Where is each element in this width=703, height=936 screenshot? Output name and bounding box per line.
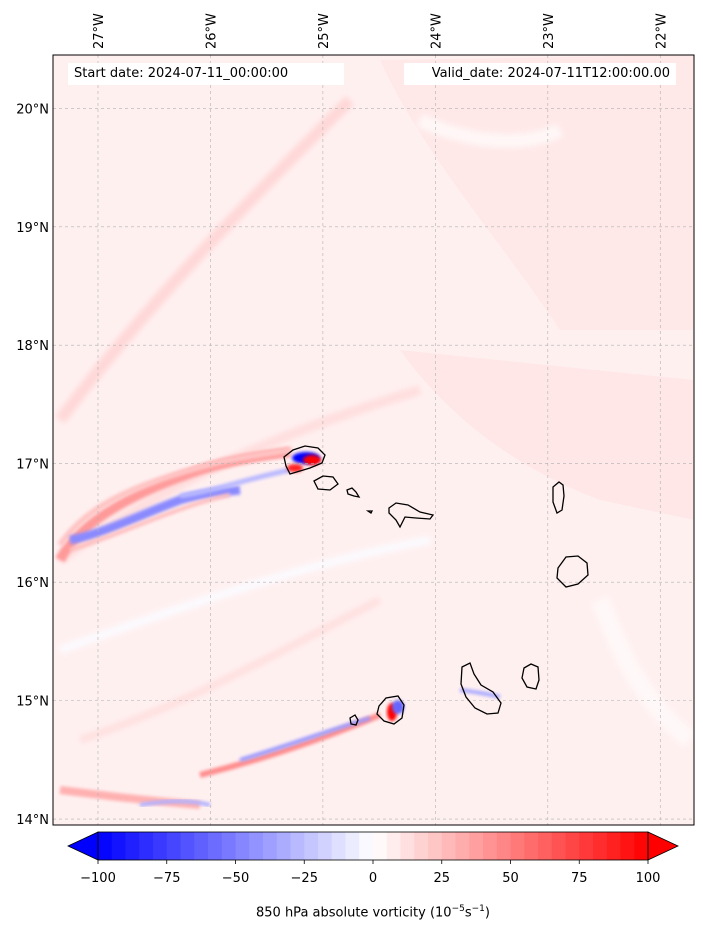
island-maio [521,663,540,690]
map-frame [52,54,695,826]
start-date-label: Start date: 2024-07-11_00:00:00 [68,63,344,85]
colorbar-bin [221,832,236,860]
lat-tick-label: 16°N [16,576,49,591]
colorbar-bin [125,832,140,860]
colorbar-bin [373,832,388,860]
colorbar-bin [400,832,415,860]
colorbar-bin [235,832,250,860]
colorbar-tick-label: −50 [222,871,249,886]
colorbar-bin [579,832,594,860]
vorticity-field [53,55,694,825]
colorbar-bin [111,832,126,860]
lat-tick-label: 19°N [16,221,49,236]
colorbar-tick-label: 75 [571,871,588,886]
colorbar-extend-high [647,831,679,861]
latitude-tick-labels: 14°N 15°N 16°N 17°N 18°N 19°N 20°N [16,102,49,828]
colorbar-tick-label: −100 [80,871,116,886]
colorbar: −100 −75 −50 −25 0 25 50 75 100 [67,831,679,886]
colorbar-bin [538,832,553,860]
island-sal [552,481,565,514]
island-sao-vicente [313,475,339,491]
lon-tick-label: 23°W [542,13,557,49]
gridlines [53,55,694,825]
valid-date-label: Valid_date: 2024-07-11T12:00:00.00 [404,63,676,85]
colorbar-bin [331,832,346,860]
island-boa-vista [556,555,589,588]
colorbar-bin [359,832,374,860]
colorbar-title: 850 hPa absolute vorticity (10−5s−1) [256,904,490,921]
colorbar-bin [263,832,278,860]
colorbar-bin [153,832,168,860]
longitude-tick-labels: 27°W 26°W 25°W 24°W 23°W 22°W [92,13,669,49]
colorbar-bin [428,832,443,860]
colorbar-bin [249,832,264,860]
colorbar-bin [455,832,470,860]
island-santa-luzia [346,487,361,498]
lon-tick-label: 22°W [654,13,669,49]
colorbar-tick-label: −75 [153,871,180,886]
lat-tick-label: 17°N [16,458,49,473]
lon-tick-label: 27°W [92,13,107,49]
colorbar-bin [98,832,113,860]
colorbar-bin [180,832,195,860]
island-sao-nicolau [388,502,435,529]
colorbar-bin [304,832,319,860]
colorbar-bin [496,832,511,860]
colorbar-bin [620,832,635,860]
colorbar-bin [483,832,498,860]
colorbar-tick-label: 0 [369,871,377,886]
island-fogo [376,695,405,725]
colorbar-bin [606,832,621,860]
island-raso [365,510,374,514]
colorbar-tick-label: 50 [502,871,519,886]
island-santo-antao [283,445,326,475]
colorbar-bin [565,832,580,860]
colorbar-bin [208,832,223,860]
lon-tick-label: 25°W [317,13,332,49]
island-brava [349,714,359,726]
lon-tick-label: 26°W [204,13,219,49]
island-santiago [460,662,502,715]
colorbar-bin [593,832,608,860]
lat-tick-label: 18°N [16,339,49,354]
lat-tick-label: 14°N [16,813,49,828]
colorbar-bin [290,832,305,860]
lon-tick-label: 24°W [429,13,444,49]
colorbar-bin [194,832,209,860]
colorbar-bin [139,832,154,860]
colorbar-bin [166,832,181,860]
colorbar-bin [634,832,649,860]
colorbar-bin [469,832,484,860]
colorbar-tick-label: 100 [636,871,661,886]
colorbar-bin [551,832,566,860]
lat-tick-label: 15°N [16,695,49,710]
colorbar-extend-low [67,831,99,861]
colorbar-tick-label: −25 [291,871,318,886]
colorbar-bin [276,832,291,860]
colorbar-bin [386,832,401,860]
colorbar-bin [414,832,429,860]
colorbar-bin [510,832,525,860]
colorbar-tick-label: 25 [433,871,450,886]
colorbar-bin [345,832,360,860]
colorbar-bin [524,832,539,860]
lat-tick-label: 20°N [16,102,49,117]
colorbar-bin [318,832,333,860]
colorbar-bin [441,832,456,860]
coastlines [283,445,589,726]
